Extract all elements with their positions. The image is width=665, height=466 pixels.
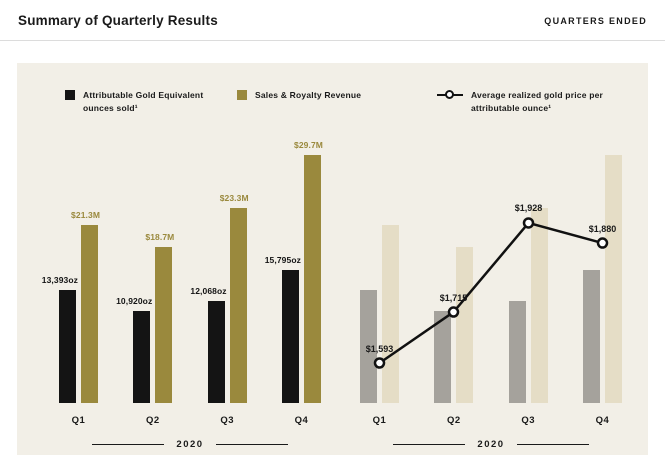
bar-value-label: $23.3M [219, 192, 249, 203]
legend-item-gold-price: Average realized gold price per attribut… [437, 89, 621, 115]
plot-area-right: $1,593 $1,715 $1,928 $1,880 [360, 125, 622, 403]
gold-price-marker-q2 [447, 305, 460, 318]
bar-q2-series-1 [155, 246, 173, 403]
x-tick-q1: Q1 [71, 414, 86, 426]
combo-chart-gold-price: $1,593 $1,715 $1,928 $1,880 Q1 Q2 Q3 Q4 2020 [360, 125, 622, 450]
gold-price-label-q3: $1,928 [514, 203, 543, 214]
header: Summary of Quarterly Results QUARTERS EN… [0, 0, 665, 41]
bar-value-label: 13,393oz [41, 274, 78, 285]
bar-wrap: 12,068oz [190, 286, 227, 403]
gold-price-line [373, 216, 609, 369]
line-swatch-circle [445, 90, 454, 99]
charts-row: 13,393oz $21.3M 10,920oz $18.7M 12,068oz $23.… [17, 125, 648, 450]
bar-q4-series-1 [303, 154, 321, 403]
bar-wrap: 10,920oz [116, 296, 152, 403]
bar-wrap [508, 300, 526, 403]
bar-wrap: $23.3M [220, 193, 249, 403]
bar-wrap [360, 289, 377, 403]
gold-price-marker-q4 [596, 236, 609, 249]
x-tick-q3: Q3 [220, 414, 234, 426]
bar-q3-series-1 [530, 207, 548, 403]
gold-price-label-q1: $1,593 [365, 343, 394, 354]
bar-chart-ounces-revenue: 13,393oz $21.3M 10,920oz $18.7M 12,068oz $23.… [42, 125, 323, 450]
x-tick-q1: Q1 [372, 414, 387, 426]
axis-rule-left [92, 443, 165, 445]
bar-value-label: 10,920oz [116, 295, 153, 306]
chart-panel: Attributable Gold Equivalent ounces sold… [17, 63, 648, 455]
quarters-ended-label: QUARTERS ENDED [544, 16, 647, 26]
year-axis-label-left: 2020 [59, 439, 321, 450]
bar-wrap: $29.7M [294, 140, 323, 403]
page: Summary of Quarterly Results QUARTERS EN… [0, 0, 665, 455]
bar-wrap: 15,795oz [265, 255, 301, 403]
gold-price-marker-q3 [522, 216, 535, 229]
gold-price-line-path [378, 221, 603, 364]
x-axis-right: Q1 Q2 Q3 Q4 [360, 415, 622, 426]
bar-q1-series-0 [360, 289, 377, 403]
bar-q2-series-0 [434, 310, 452, 403]
x-tick-q2: Q2 [145, 414, 160, 426]
bar-wrap [530, 207, 548, 403]
bar-wrap: $18.7M [145, 232, 174, 403]
bar-wrap [456, 246, 474, 403]
x-tick-q4: Q4 [595, 414, 610, 426]
bar-group-q3: 12,068oz $23.3M [190, 193, 249, 403]
bar-q1-series-0 [59, 289, 76, 403]
axis-rule-left [393, 443, 466, 445]
x-tick-q4: Q4 [294, 414, 309, 426]
axis-rule-right [516, 443, 589, 445]
legend: Attributable Gold Equivalent ounces sold… [17, 89, 648, 115]
bar-value-label: 15,795oz [264, 254, 301, 265]
year-text: 2020 [477, 438, 505, 450]
bar-q1-series-1 [81, 224, 98, 403]
bar-wrap [582, 269, 600, 403]
plot-area-left: 13,393oz $21.3M 10,920oz $18.7M 12,068oz $23.… [42, 125, 323, 403]
page-title: Summary of Quarterly Results [18, 13, 218, 28]
legend-item-revenue: Sales & Royalty Revenue [237, 89, 437, 115]
gold-price-label-q4: $1,880 [588, 223, 617, 234]
black-square-swatch-icon [65, 90, 75, 100]
bar-group-q3 [508, 207, 548, 403]
bar-q3-series-0 [207, 300, 225, 403]
legend-label-gold-price: Average realized gold price per attribut… [471, 90, 604, 113]
bar-q3-series-0 [508, 300, 526, 403]
bar-wrap: $21.3M [71, 210, 100, 403]
bar-q2-series-1 [456, 246, 474, 403]
x-axis-left: Q1 Q2 Q3 Q4 [59, 415, 321, 426]
gold-price-label-q2: $1,715 [439, 292, 468, 303]
gold-price-marker-q1 [373, 356, 386, 369]
bar-q3-series-1 [229, 207, 247, 403]
bar-q4-series-0 [281, 269, 299, 403]
bar-q4-series-0 [582, 269, 600, 403]
year-axis-label-right: 2020 [360, 439, 622, 450]
bar-group-q4 [582, 154, 622, 403]
year-text: 2020 [176, 438, 204, 450]
bar-q2-series-0 [133, 310, 151, 403]
bar-value-label: $18.7M [145, 231, 175, 242]
bar-wrap [604, 154, 622, 403]
bar-wrap [434, 310, 452, 403]
gold-square-swatch-icon [237, 90, 247, 100]
bar-wrap: 13,393oz [42, 275, 78, 403]
x-tick-q2: Q2 [446, 414, 461, 426]
bar-group-q4: 15,795oz $29.7M [265, 140, 323, 403]
axis-rule-right [215, 443, 288, 445]
line-marker-swatch-icon [437, 89, 463, 100]
x-tick-q3: Q3 [521, 414, 535, 426]
bar-value-label: $29.7M [294, 139, 323, 150]
bar-group-q2 [434, 246, 474, 403]
bar-value-label: 12,068oz [190, 285, 227, 296]
bar-value-label: $21.3M [71, 209, 100, 220]
legend-item-ounces-sold: Attributable Gold Equivalent ounces sold… [65, 89, 237, 115]
bar-q4-series-1 [604, 154, 622, 403]
legend-label-revenue: Sales & Royalty Revenue [255, 90, 362, 100]
bar-group-q1: 13,393oz $21.3M [42, 210, 100, 403]
legend-label-ounces-sold: Attributable Gold Equivalent ounces sold… [83, 90, 204, 113]
bar-group-q2: 10,920oz $18.7M [116, 232, 174, 403]
